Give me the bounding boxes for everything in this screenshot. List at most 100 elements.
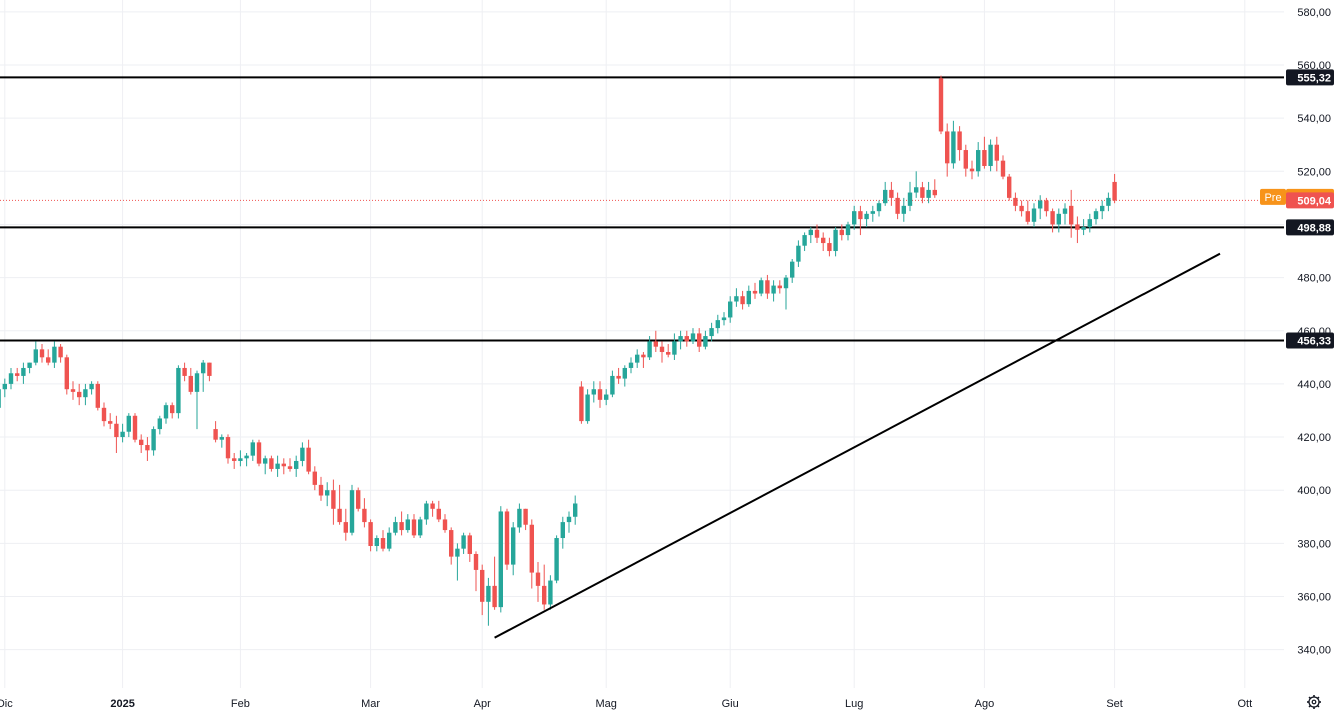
candle-body <box>399 522 404 531</box>
candle-body <box>994 144 999 161</box>
candle-body <box>163 405 169 419</box>
candle-body <box>170 405 175 414</box>
candle-up <box>418 516 423 539</box>
candle-down <box>653 330 658 353</box>
candle-down <box>306 439 311 475</box>
candle-down <box>170 402 175 419</box>
candle-down <box>597 381 603 408</box>
last-price-label-text: 509,04 <box>1297 195 1332 207</box>
candle-body <box>201 362 206 374</box>
trendline[interactable] <box>494 252 1221 639</box>
candle-down <box>411 514 417 539</box>
trendline-layer[interactable] <box>494 252 1221 639</box>
candle-up <box>721 312 727 326</box>
candle-body <box>548 580 553 605</box>
candle-down <box>957 126 962 161</box>
candle-body <box>1087 219 1092 228</box>
candle-body <box>306 447 311 472</box>
candle-body <box>436 508 441 520</box>
candle-down <box>430 500 435 517</box>
candle-body <box>139 439 144 446</box>
candle-body <box>951 131 956 164</box>
candle-body <box>752 290 758 294</box>
hline-price-label[interactable]: 555,32 <box>1286 69 1334 86</box>
candle-body <box>1013 197 1018 206</box>
time-axis[interactable]: Dic 2025 Feb Mar Apr Mag Giu Lug Ago Set Ott <box>0 688 1344 713</box>
candle-body <box>566 516 572 523</box>
candle-up <box>1081 219 1086 236</box>
candle-body <box>1007 176 1012 198</box>
candle-up <box>126 413 131 438</box>
candle-body <box>938 78 944 132</box>
gear-icon[interactable] <box>1307 695 1321 709</box>
candle-body <box>659 346 665 353</box>
candle-body <box>585 394 590 422</box>
candle-body <box>901 205 906 214</box>
candle-down <box>70 381 76 400</box>
candle-down <box>399 511 404 536</box>
month-label: Ago <box>975 698 995 710</box>
candle-body <box>920 187 925 198</box>
candle-body <box>287 466 293 469</box>
candle-body <box>833 229 838 252</box>
candle-body <box>411 519 417 536</box>
candle-up <box>294 455 299 477</box>
candle-body <box>1112 181 1117 201</box>
candle-body <box>864 213 869 220</box>
candle-body <box>27 362 32 368</box>
candle-up <box>876 200 882 217</box>
candle-down <box>542 564 547 610</box>
candle-body <box>380 538 386 549</box>
candle-body <box>480 569 485 602</box>
candle-body <box>95 383 100 408</box>
hline-price-label[interactable]: 498,88 <box>1286 219 1334 236</box>
hline-price-label[interactable]: 456,33 <box>1286 332 1334 349</box>
candle-body <box>622 367 627 379</box>
candle-down <box>207 362 212 382</box>
candle-down <box>839 224 844 241</box>
candle-up <box>573 495 578 525</box>
candle-body <box>895 197 900 214</box>
horizontal-lines[interactable] <box>0 76 1284 342</box>
candle-body <box>523 508 528 525</box>
candle-down <box>895 192 900 220</box>
candle-up <box>560 516 565 549</box>
month-label: Giu <box>722 698 739 710</box>
price-tick-label: 580,00 <box>1297 7 1331 19</box>
candle-body <box>281 463 286 467</box>
candle-down <box>765 274 770 299</box>
candle-body <box>740 296 745 305</box>
candle-body <box>64 357 69 390</box>
price-tick-label: 360,00 <box>1297 592 1331 604</box>
candle-body <box>790 261 795 278</box>
candle-body <box>318 484 324 496</box>
candle-down <box>449 527 454 565</box>
candle-body <box>734 296 739 302</box>
candle-up <box>201 359 206 392</box>
candle-body <box>821 237 826 244</box>
candle-body <box>238 458 243 461</box>
candle-body <box>616 375 621 379</box>
candle-down <box>492 556 497 610</box>
candle-body <box>579 386 584 422</box>
candle-body <box>263 458 268 464</box>
price-axis-background <box>1284 0 1344 713</box>
price-tick-label: 400,00 <box>1297 485 1331 497</box>
candle-up <box>8 367 14 390</box>
price-axis[interactable]: 340,00360,00380,00400,00420,00440,00460,… <box>1260 0 1344 713</box>
candle-up <box>83 383 88 406</box>
candle-body <box>368 522 373 547</box>
candle-down <box>1000 155 1006 180</box>
candle-body <box>1100 205 1105 212</box>
candle-down <box>114 415 119 453</box>
candle-body <box>783 277 789 289</box>
candle-up <box>604 389 609 406</box>
candle-body <box>771 285 776 294</box>
candle-body <box>300 447 305 461</box>
price-tick-label: 560,00 <box>1297 60 1331 72</box>
candle-body <box>275 463 280 469</box>
last-price-label[interactable]: 509,04 <box>1286 192 1334 209</box>
gear-icon-tooth <box>1316 704 1320 708</box>
